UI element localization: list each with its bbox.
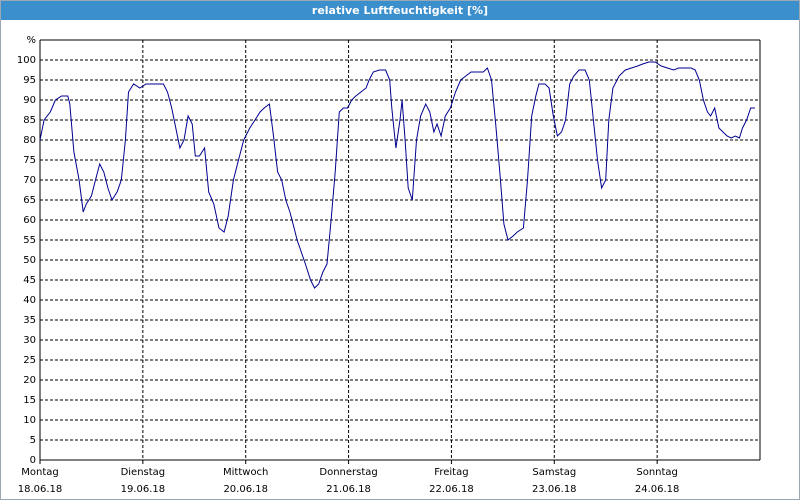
x-tick-label: Mittwoch: [223, 467, 268, 478]
x-tick-date: 22.06.18: [429, 484, 474, 495]
x-tick-date: 23.06.18: [532, 484, 577, 495]
y-tick-label: 10: [23, 415, 36, 426]
x-tick-label: Sonntag: [636, 467, 678, 478]
x-tick-label: Samstag: [532, 467, 576, 478]
y-tick-label: 20: [23, 375, 36, 386]
y-tick-label: %: [26, 35, 36, 46]
line-series: [39, 61, 755, 289]
y-tick-label: 95: [23, 75, 36, 86]
x-tick-date: 18.06.18: [18, 484, 63, 495]
y-tick-label: 75: [23, 155, 36, 166]
y-tick-label: 40: [23, 295, 36, 306]
y-tick-label: 45: [23, 275, 36, 286]
y-tick-label: 0: [30, 455, 36, 466]
x-tick-label: Montag: [21, 467, 58, 478]
x-tick-label: Dienstag: [121, 467, 166, 478]
y-tick-label: 35: [23, 315, 36, 326]
x-tick-date: 21.06.18: [326, 484, 371, 495]
x-tick-label: Donnerstag: [319, 467, 377, 478]
x-tick-date: 24.06.18: [635, 484, 680, 495]
y-tick-label: 85: [23, 115, 36, 126]
y-tick-label: 65: [23, 195, 36, 206]
y-tick-label: 55: [23, 235, 36, 246]
y-tick-label: 60: [23, 215, 36, 226]
y-tick-label: 90: [23, 95, 36, 106]
y-tick-label: 25: [23, 355, 36, 366]
y-tick-label: 30: [23, 335, 36, 346]
x-tick-date: 19.06.18: [121, 484, 166, 495]
x-tick-date: 20.06.18: [223, 484, 268, 495]
y-tick-label: 50: [23, 255, 36, 266]
y-tick-label: 5: [30, 435, 36, 446]
y-tick-label: 15: [23, 395, 36, 406]
y-tick-label: 100: [17, 55, 36, 66]
y-tick-label: 70: [23, 175, 36, 186]
y-tick-label: 80: [23, 135, 36, 146]
x-tick-label: Freitag: [434, 467, 468, 478]
title-bar: relative Luftfeuchtigkeit [%]: [1, 1, 799, 20]
